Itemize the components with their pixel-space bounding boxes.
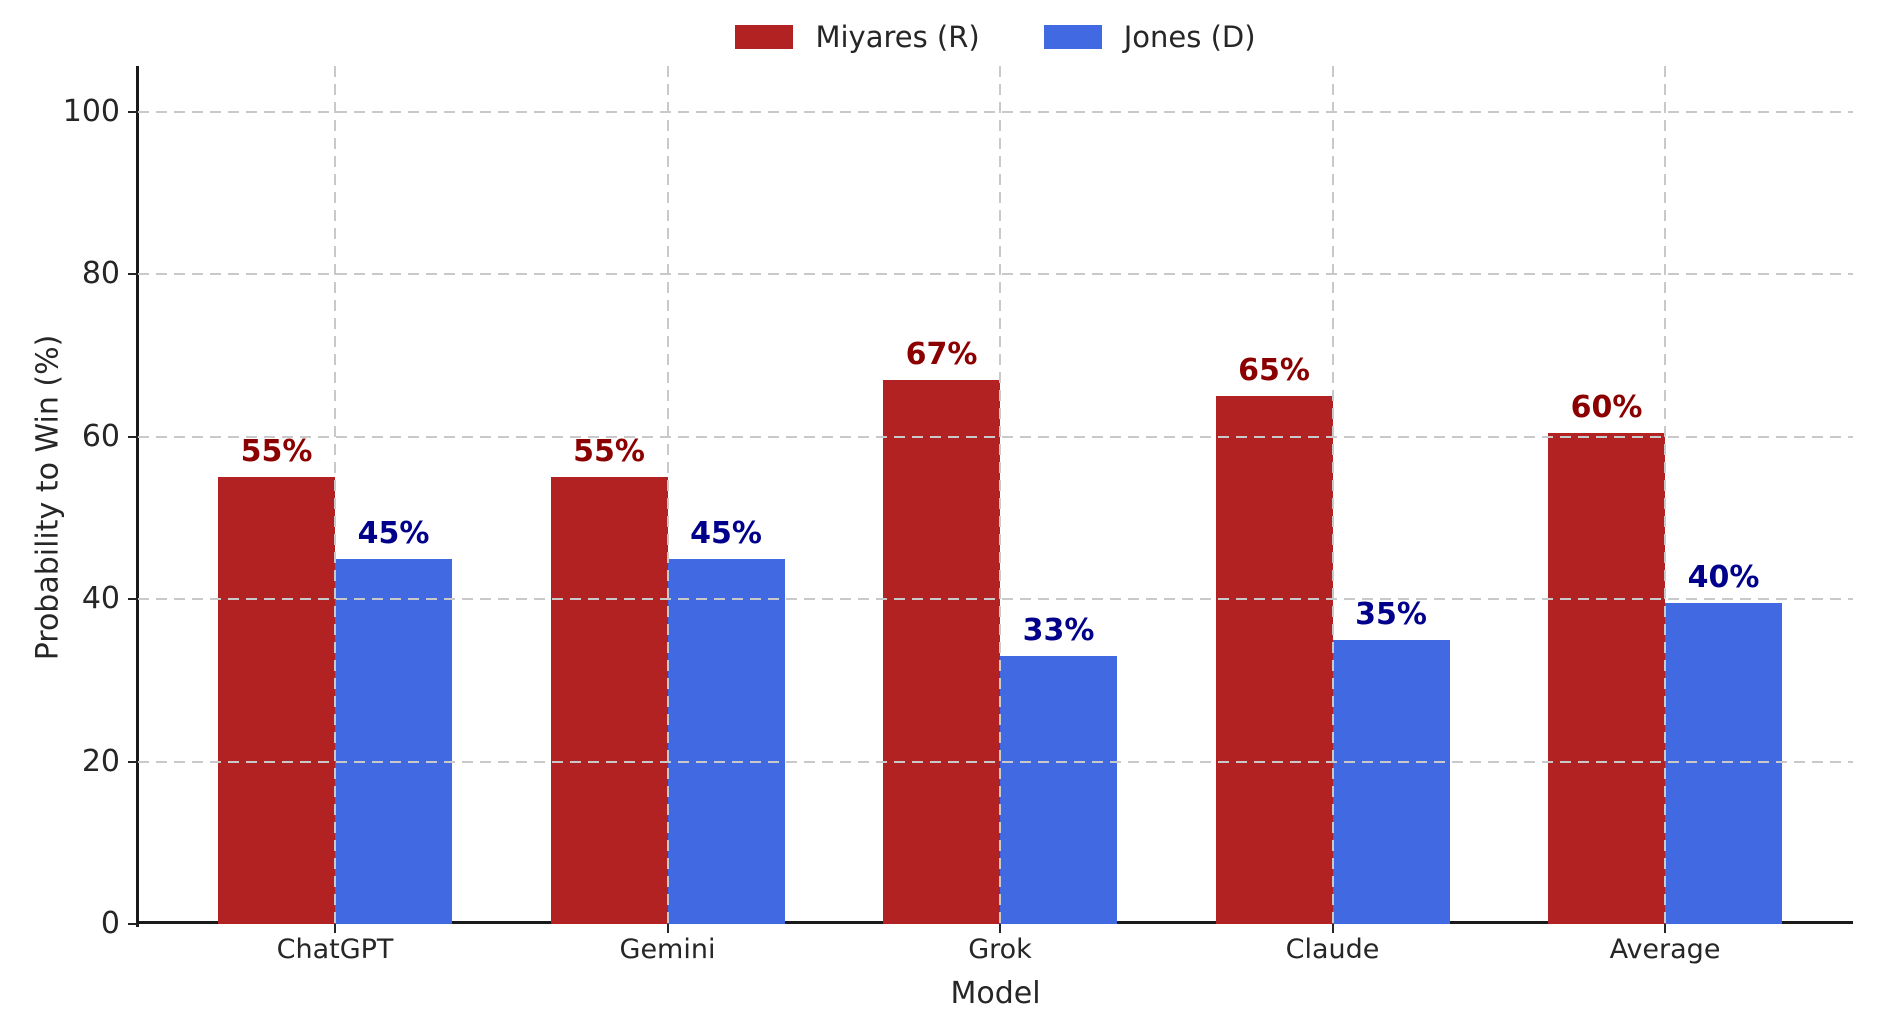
plot-area: 55% 45% 55% 45% 67% 33% 65% 35% 60% 40% bbox=[138, 66, 1853, 924]
legend: Miyares (R) Jones (D) bbox=[138, 14, 1853, 60]
x-tick-label: Average bbox=[1609, 934, 1721, 965]
bar-miyares-chatgpt bbox=[218, 477, 335, 924]
legend-item-jones: Jones (D) bbox=[1043, 19, 1256, 54]
bar-jones-average bbox=[1665, 603, 1782, 924]
bar-jones-claude bbox=[1332, 640, 1450, 924]
bar-value-label: 40% bbox=[1687, 560, 1760, 595]
bar-value-label: 45% bbox=[357, 516, 430, 551]
bar-jones-grok bbox=[1000, 656, 1117, 924]
y-tick-mark bbox=[128, 273, 137, 275]
x-tick-label: Gemini bbox=[619, 934, 716, 965]
x-tick-mark bbox=[1664, 924, 1666, 933]
y-tick-mark bbox=[128, 436, 137, 438]
x-tick-label: Grok bbox=[968, 934, 1032, 965]
y-tick-mark bbox=[128, 923, 137, 925]
bar-value-label: 33% bbox=[1022, 613, 1095, 648]
legend-label-jones: Jones (D) bbox=[1123, 19, 1256, 54]
legend-label-miyares: Miyares (R) bbox=[815, 19, 980, 54]
legend-swatch-miyares-icon bbox=[735, 25, 794, 49]
bar-miyares-gemini bbox=[550, 477, 668, 924]
horizontal-gridline bbox=[138, 598, 1853, 600]
x-tick-label: Claude bbox=[1285, 934, 1380, 965]
x-tick-mark bbox=[334, 924, 336, 933]
vertical-gridline bbox=[999, 66, 1001, 924]
bar-value-label: 45% bbox=[690, 516, 762, 551]
bar-miyares-average bbox=[1548, 433, 1665, 924]
legend-item-miyares: Miyares (R) bbox=[735, 19, 980, 54]
x-tick-mark bbox=[666, 924, 669, 933]
bar-value-label: 60% bbox=[1570, 390, 1643, 425]
horizontal-gridline bbox=[138, 436, 1853, 438]
y-axis-spine bbox=[136, 66, 139, 927]
y-tick-label: 100 bbox=[62, 94, 120, 129]
y-tick-label: 60 bbox=[81, 419, 120, 454]
vertical-gridline bbox=[334, 66, 336, 924]
y-tick-label: 20 bbox=[81, 744, 120, 779]
bar-value-label: 55% bbox=[240, 434, 313, 469]
horizontal-gridline bbox=[138, 761, 1853, 763]
y-tick-mark bbox=[128, 598, 137, 600]
x-axis-title: Model bbox=[950, 976, 1041, 1011]
legend-swatch-jones-icon bbox=[1043, 25, 1102, 49]
y-tick-label: 40 bbox=[81, 581, 120, 616]
horizontal-gridline bbox=[138, 273, 1853, 275]
bar-miyares-claude bbox=[1215, 396, 1333, 924]
x-tick-mark bbox=[999, 924, 1001, 933]
bar-miyares-grok bbox=[883, 380, 1000, 924]
y-axis-title: Probability to Win (%) bbox=[30, 334, 66, 661]
x-tick-label: ChatGPT bbox=[276, 934, 394, 965]
bar-value-label: 35% bbox=[1355, 597, 1427, 632]
bar-value-label: 65% bbox=[1238, 353, 1310, 388]
bar-value-label: 67% bbox=[905, 337, 978, 372]
horizontal-gridline bbox=[138, 111, 1853, 113]
bar-jones-chatgpt bbox=[335, 559, 452, 924]
y-tick-label: 80 bbox=[81, 256, 120, 291]
x-tick-mark bbox=[1331, 924, 1334, 933]
vertical-gridline bbox=[1664, 66, 1666, 924]
vertical-gridline bbox=[1331, 66, 1334, 924]
bar-jones-gemini bbox=[667, 559, 785, 924]
y-tick-label: 0 bbox=[100, 906, 120, 941]
vertical-gridline bbox=[666, 66, 669, 924]
bar-value-label: 55% bbox=[573, 434, 645, 469]
y-tick-mark bbox=[128, 761, 137, 763]
y-tick-mark bbox=[128, 111, 137, 113]
